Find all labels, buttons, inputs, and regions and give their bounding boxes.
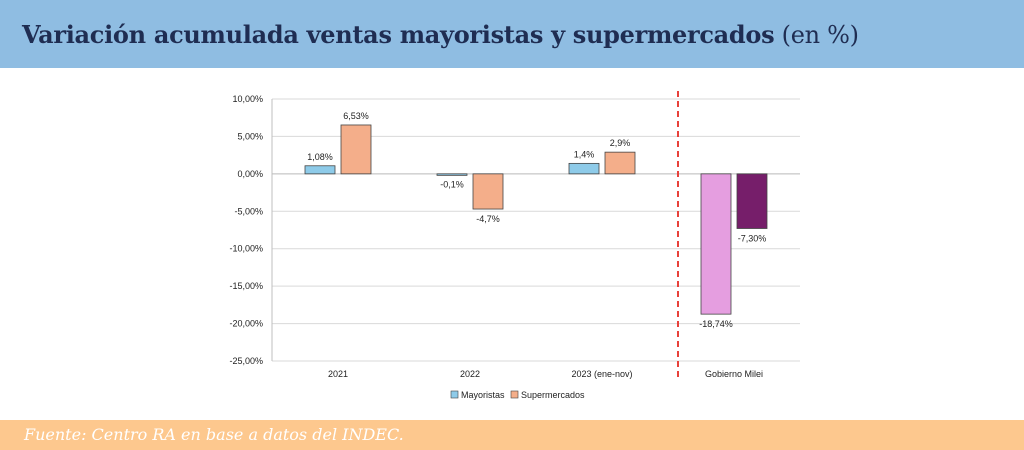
y-tick-label: -15,00% — [229, 281, 263, 291]
bar-mayoristas — [436, 173, 468, 176]
x-tick-label: Gobierno Milei — [705, 369, 763, 379]
y-tick-label: -25,00% — [229, 356, 263, 366]
bar-supermercados — [736, 173, 768, 229]
x-tick-label: 2022 — [460, 369, 480, 379]
footer-bar: Fuente: Centro RA en base a datos del IN… — [0, 420, 1024, 450]
legend-swatch-supermercados — [510, 390, 519, 399]
data-label: -0,1% — [440, 180, 464, 190]
data-label: -4,7% — [476, 214, 500, 224]
y-tick-label: -10,00% — [229, 244, 263, 254]
bar-mayoristas — [304, 165, 336, 175]
y-tick-label: 10,00% — [232, 94, 263, 104]
x-tick-label: 2021 — [328, 369, 348, 379]
title-unit: (en %) — [781, 21, 859, 49]
x-tick-label: 2023 (ene-nov) — [571, 369, 632, 379]
legend-label-mayoristas: Mayoristas — [461, 390, 505, 400]
bar-supermercados — [604, 151, 636, 175]
source-note: Fuente: Centro RA en base a datos del IN… — [24, 425, 404, 444]
data-label: 1,4% — [574, 149, 595, 159]
title-main: Variación acumulada ventas mayoristas y … — [22, 20, 775, 49]
data-label: 1,08% — [307, 152, 333, 162]
header-bar: Variación acumulada ventas mayoristas y … — [0, 0, 1024, 68]
bar-supermercados — [340, 124, 372, 175]
bar-mayoristas — [700, 173, 732, 315]
y-tick-label: -20,00% — [229, 319, 263, 329]
y-tick-label: 0,00% — [237, 169, 263, 179]
y-tick-label: 5,00% — [237, 131, 263, 141]
data-label: 6,53% — [343, 111, 369, 121]
data-label: -18,74% — [699, 319, 733, 329]
legend-label-supermercados: Supermercados — [521, 390, 585, 400]
data-label: 2,9% — [610, 138, 631, 148]
legend-swatch-mayoristas — [450, 390, 459, 399]
bar-supermercados — [472, 173, 504, 210]
bar-chart: 10,00% 5,00% 0,00% -5,00% -10,00% -15,00% -20,… — [229, 91, 800, 400]
page-title: Variación acumulada ventas mayoristas y … — [22, 20, 859, 49]
bar-mayoristas — [568, 162, 600, 175]
data-label: -7,30% — [738, 234, 767, 244]
y-tick-label: -5,00% — [234, 206, 263, 216]
